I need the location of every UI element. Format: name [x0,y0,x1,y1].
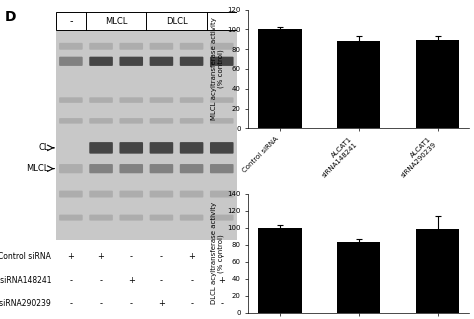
FancyBboxPatch shape [150,190,173,197]
Text: +: + [67,252,74,261]
FancyBboxPatch shape [180,190,203,197]
Text: ALCAT1 siRNA148241: ALCAT1 siRNA148241 [0,276,51,285]
Text: MLCL: MLCL [27,164,49,173]
FancyBboxPatch shape [180,164,203,173]
Text: CL: CL [38,143,49,152]
Text: ALCAT1 siRNA290239: ALCAT1 siRNA290239 [0,300,51,308]
FancyBboxPatch shape [59,190,82,197]
FancyBboxPatch shape [119,118,143,124]
Bar [416,40,459,129]
FancyBboxPatch shape [150,164,173,173]
Text: +: + [188,252,195,261]
Bar [337,242,381,313]
Bar [337,41,381,129]
FancyBboxPatch shape [180,43,203,50]
FancyBboxPatch shape [89,118,113,124]
FancyBboxPatch shape [59,43,82,50]
FancyBboxPatch shape [150,142,173,154]
Text: -: - [69,16,73,26]
FancyBboxPatch shape [150,215,173,221]
Text: DLCL: DLCL [166,17,187,26]
FancyBboxPatch shape [119,142,143,154]
Text: -: - [130,300,133,308]
FancyBboxPatch shape [180,97,203,103]
FancyBboxPatch shape [89,142,113,154]
Text: D: D [5,10,16,24]
FancyBboxPatch shape [210,97,234,103]
Text: -: - [190,300,193,308]
FancyBboxPatch shape [89,57,113,66]
FancyBboxPatch shape [59,215,82,221]
FancyBboxPatch shape [59,97,82,103]
Bar [416,229,459,313]
Text: -: - [69,300,73,308]
Bar [56,30,237,241]
FancyBboxPatch shape [210,57,234,66]
Text: +: + [128,276,135,285]
FancyBboxPatch shape [119,164,143,173]
Text: -: - [220,252,223,261]
FancyBboxPatch shape [210,118,234,124]
Text: -: - [100,300,102,308]
FancyBboxPatch shape [180,215,203,221]
Bar [258,29,301,129]
FancyBboxPatch shape [59,164,82,173]
FancyBboxPatch shape [150,118,173,124]
Text: +: + [98,252,104,261]
Text: -: - [100,276,102,285]
Bar [56,12,237,30]
Text: Control siRNA: Control siRNA [0,252,51,261]
Text: MLCL: MLCL [105,17,128,26]
Text: -: - [160,252,163,261]
FancyBboxPatch shape [180,57,203,66]
FancyBboxPatch shape [89,164,113,173]
Text: +: + [158,300,165,308]
FancyBboxPatch shape [59,118,82,124]
FancyBboxPatch shape [119,215,143,221]
Y-axis label: MLCL acyltransferase activity
(% control): MLCL acyltransferase activity (% control… [211,18,224,121]
FancyBboxPatch shape [150,43,173,50]
Bar [258,228,301,313]
FancyBboxPatch shape [180,142,203,154]
Text: -: - [190,276,193,285]
FancyBboxPatch shape [59,57,82,66]
FancyBboxPatch shape [89,43,113,50]
Text: +: + [219,276,225,285]
FancyBboxPatch shape [119,97,143,103]
FancyBboxPatch shape [89,97,113,103]
Text: -: - [160,276,163,285]
FancyBboxPatch shape [150,57,173,66]
FancyBboxPatch shape [89,215,113,221]
Text: -: - [220,300,223,308]
FancyBboxPatch shape [119,57,143,66]
Y-axis label: DLCL acyltransferase activity
(% control): DLCL acyltransferase activity (% control… [211,202,224,304]
FancyBboxPatch shape [210,190,234,197]
Text: -: - [130,252,133,261]
FancyBboxPatch shape [150,97,173,103]
FancyBboxPatch shape [119,190,143,197]
FancyBboxPatch shape [210,164,234,173]
FancyBboxPatch shape [210,43,234,50]
FancyBboxPatch shape [119,43,143,50]
Text: -: - [69,276,73,285]
FancyBboxPatch shape [89,190,113,197]
FancyBboxPatch shape [210,215,234,221]
FancyBboxPatch shape [180,118,203,124]
FancyBboxPatch shape [210,142,234,154]
